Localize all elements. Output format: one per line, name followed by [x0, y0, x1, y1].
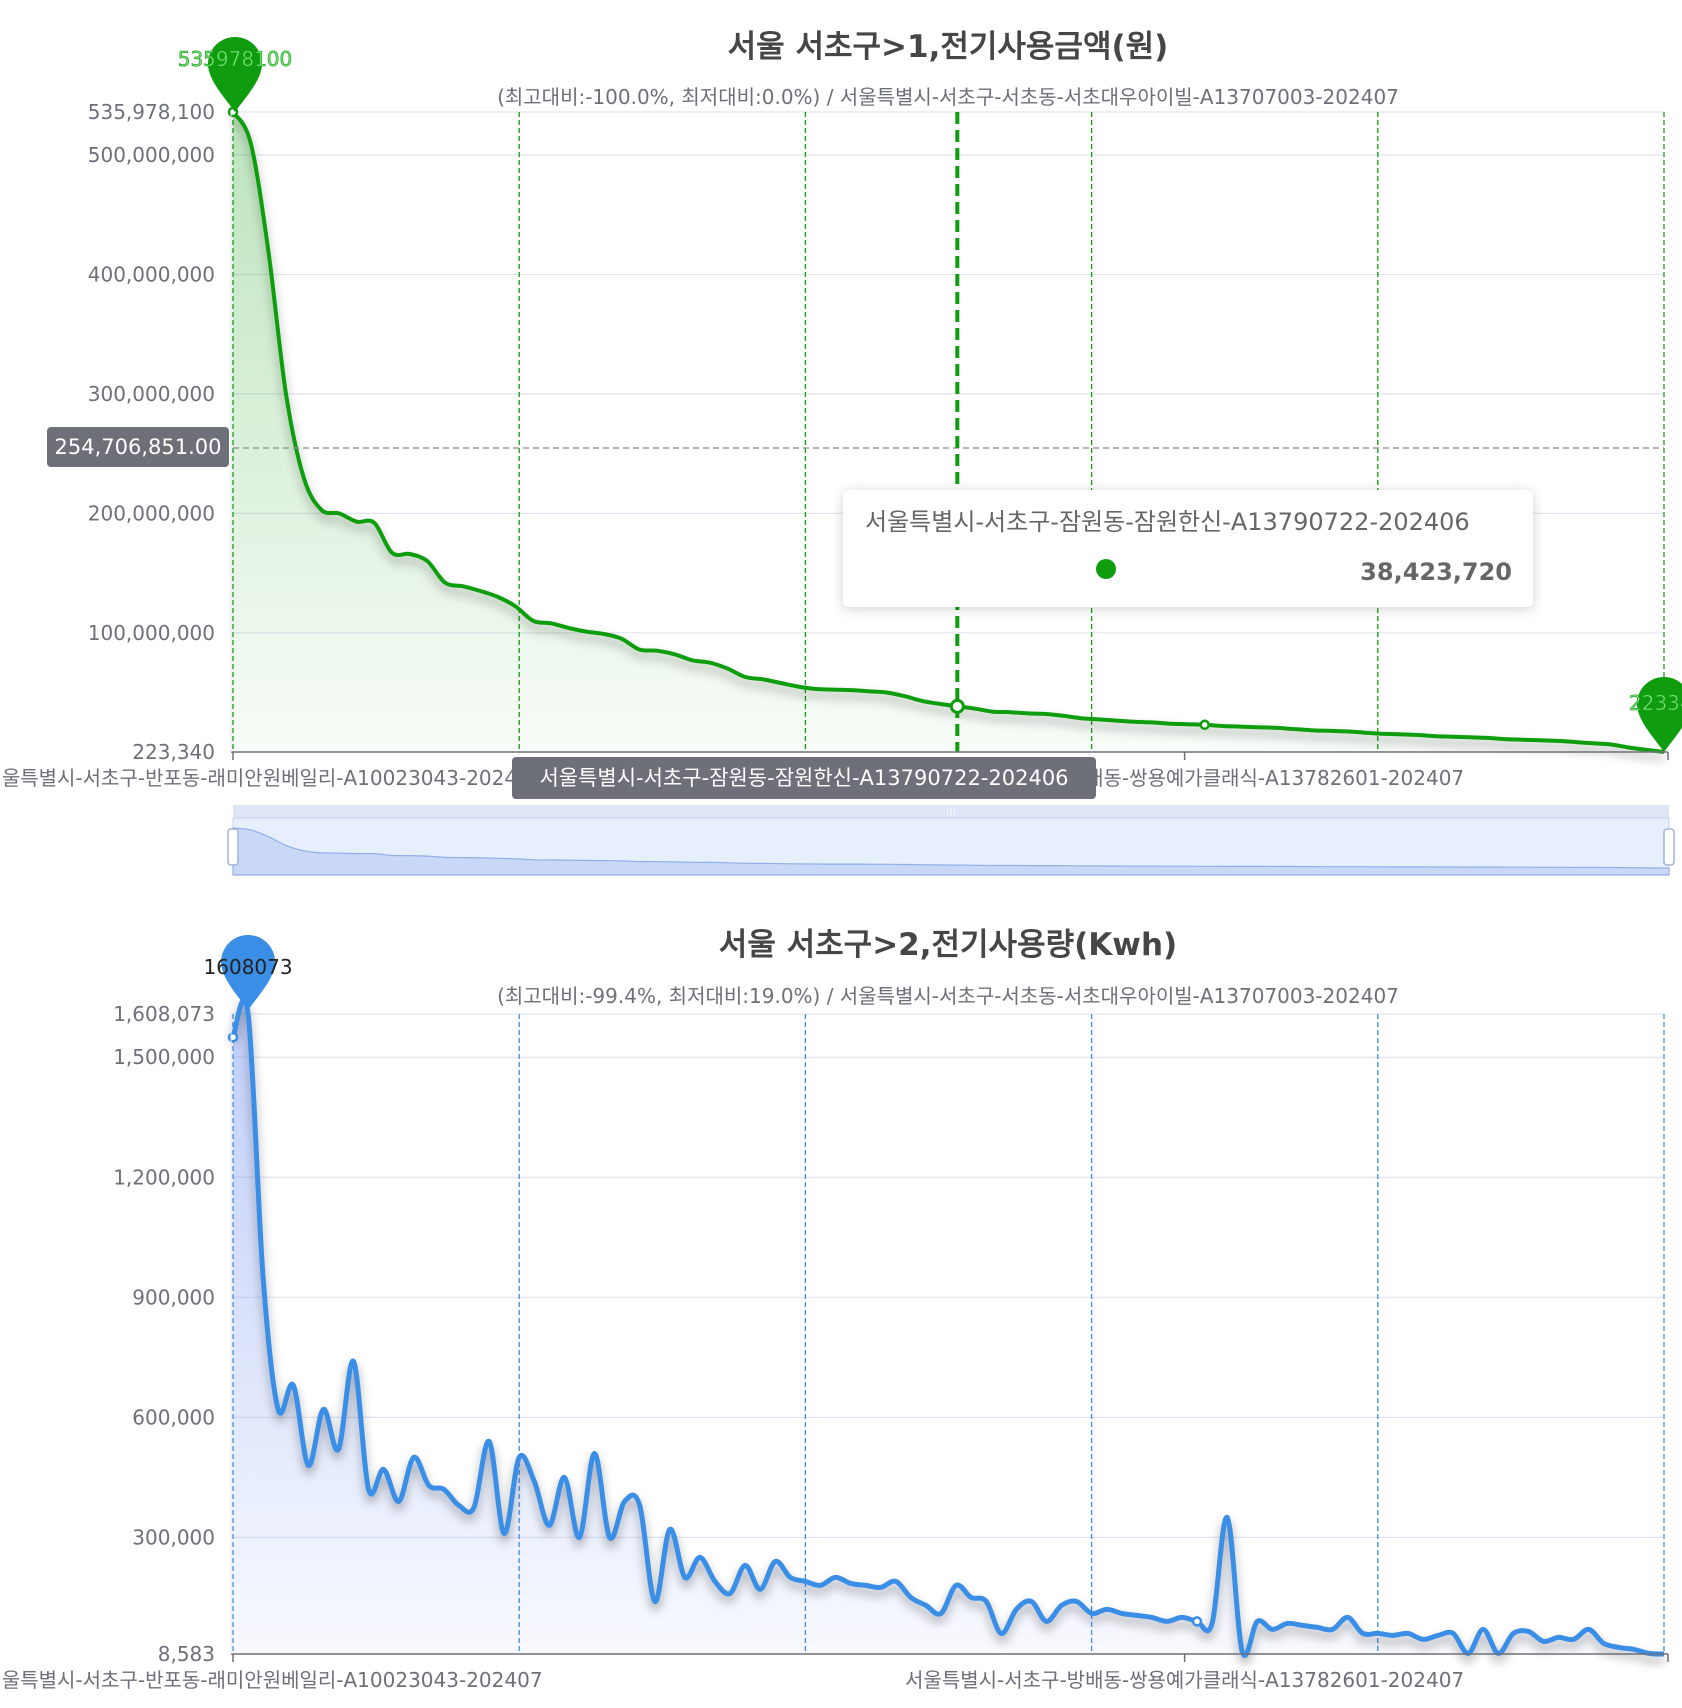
- chart-2-max-pin: 1608073: [204, 935, 293, 1010]
- y-tick-label: 1,500,000: [113, 1045, 215, 1069]
- chart-1-min-label: 223340: [1629, 691, 1682, 715]
- zoom-slider-right-handle[interactable]: [1663, 828, 1675, 866]
- chart-2-subtitle: (최고대비:-99.4%, 최저대비:19.0%) / 서울특별시-서초구-서초…: [497, 984, 1399, 1008]
- chart-1-area-fill: [233, 112, 1664, 752]
- y-tick-label: 100,000,000: [88, 621, 215, 645]
- x-tick-label: 서울특별시-서초구-반포동-래미안원베일리-A10023043-202407: [0, 1668, 543, 1692]
- y-tick-label: 1,608,073: [113, 1002, 215, 1026]
- chart-2-x-axis: 서울특별시-서초구-반포동-래미안원베일리-A10023043-202407 서울…: [0, 1012, 1669, 1692]
- chart-1-x-highlight-label: 서울특별시-서초구-잠원동-잠원한신-A13790722-202406: [539, 766, 1068, 790]
- chart-1-series-line: [231, 110, 1665, 754]
- chart-2-area-fill: [233, 1000, 1664, 1656]
- zoom-slider-grip-icon[interactable]: ⁞⁞⁞: [946, 805, 957, 818]
- chart-2-point[interactable]: [1191, 1616, 1203, 1627]
- chart-1-zoom-slider[interactable]: ⁞⁞⁞: [227, 805, 1675, 876]
- x-tick-label: 서울특별시-서초구-방배동-쌍용예가클래식-A13782601-202407: [905, 1668, 1464, 1692]
- chart-2-point[interactable]: [227, 1031, 239, 1043]
- chart-2: 서울 서초구>2,전기사용량(Kwh) (최고대비:-99.4%, 최저대비:1…: [0, 927, 1669, 1692]
- chart-1: 서울 서초구>1,전기사용금액(원) (최고대비:-100.0%, 최저대비:0…: [0, 29, 1682, 876]
- chart-1-y-axis: 535,978,100 500,000,000 400,000,000 300,000…: [88, 100, 215, 764]
- y-tick-label: 500,000,000: [88, 143, 215, 167]
- y-tick-label: 400,000,000: [88, 262, 215, 286]
- chart-1-tooltip-value: 38,423,720: [1360, 558, 1512, 586]
- y-tick-label: 300,000: [132, 1525, 215, 1549]
- chart-1-x-highlight-badge: 서울특별시-서초구-잠원동-잠원한신-A13790722-202406: [512, 757, 1096, 799]
- chart-2-series-line: [230, 997, 1665, 1658]
- chart-1-zoom-preview: [232, 827, 1670, 876]
- chart-1-point[interactable]: [1199, 719, 1210, 731]
- chart-2-grid: [233, 1013, 1664, 1538]
- y-tick-label: 900,000: [132, 1285, 215, 1309]
- zoom-slider-left-handle[interactable]: [227, 828, 239, 866]
- y-tick-label: 1,200,000: [113, 1165, 215, 1189]
- x-tick-label: 서울특별시-서초구-반포동-래미안원베일리-A10023043-202407: [0, 766, 543, 790]
- chart-1-tooltip: 서울특별시-서초구-잠원동-잠원한신-A13790722-202406 38,4…: [843, 490, 1533, 607]
- y-tick-label: 223,340: [132, 740, 215, 764]
- chart-1-max-label: 535978100: [178, 47, 293, 71]
- y-tick-label: 8,583: [158, 1642, 215, 1666]
- chart-1-highlight-point[interactable]: [949, 698, 965, 714]
- chart-1-average-label: 254,706,851.00: [55, 435, 222, 459]
- y-tick-label: 300,000,000: [88, 382, 215, 406]
- chart-2-title: 서울 서초구>2,전기사용량(Kwh): [719, 927, 1177, 963]
- chart-2-y-axis: 1,608,073 1,500,000 1,200,000 900,000 600,00…: [113, 1002, 215, 1666]
- chart-1-title: 서울 서초구>1,전기사용금액(원): [728, 29, 1169, 65]
- chart-1-average-badge: 254,706,851.00: [47, 427, 229, 467]
- y-tick-label: 200,000,000: [88, 501, 215, 525]
- chart-1-tooltip-marker: [1096, 559, 1116, 579]
- chart-1-min-pin: 223340: [1629, 677, 1682, 752]
- chart-2-max-label: 1608073: [204, 955, 293, 979]
- chart-1-max-pin: 535978100: [177, 37, 293, 112]
- y-tick-label: 600,000: [132, 1405, 215, 1429]
- chart-1-subtitle: (최고대비:-100.0%, 최저대비:0.0%) / 서울특별시-서초구-서초…: [497, 85, 1399, 109]
- y-tick-label: 535,978,100: [88, 100, 215, 124]
- chart-1-tooltip-title: 서울특별시-서초구-잠원동-잠원한신-A13790722-202406: [865, 508, 1470, 536]
